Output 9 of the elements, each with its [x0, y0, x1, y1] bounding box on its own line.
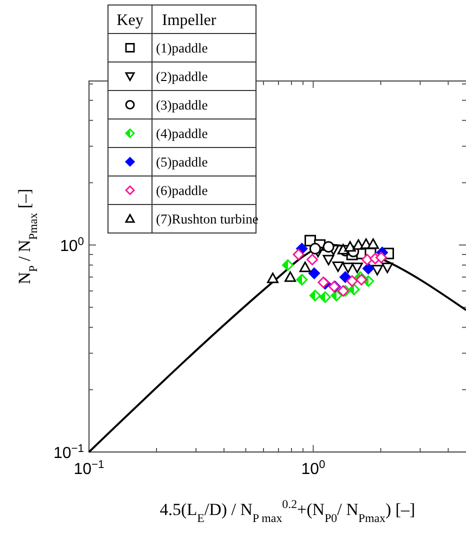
legend-title: Impeller [162, 12, 217, 29]
text: 4.5(L$_{E}$/D) / N$_{P max}$$^{0.2}$+(N$_{P0}$/ N$_{Pmax}$) [–] [160, 497, 416, 525]
legend-label: (6)paddle [156, 183, 208, 198]
legend-label: (5)paddle [156, 154, 208, 170]
legend-label: (1)paddle [156, 40, 208, 56]
legend-label: (4)paddle [156, 126, 208, 141]
legend-label: (2)paddle [156, 69, 208, 84]
legend-label: (3)paddle [156, 98, 208, 112]
text: Key [116, 12, 144, 29]
